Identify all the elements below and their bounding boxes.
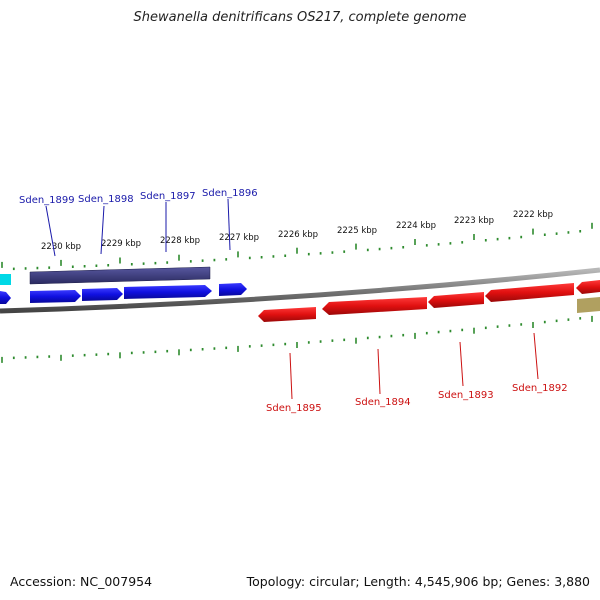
gene-forward <box>219 283 247 296</box>
gene-forward <box>30 290 81 303</box>
reverse-label-lines <box>289 332 539 400</box>
upper-ruler-ticks <box>1 222 593 271</box>
ruler-label: 2226 kbp <box>278 230 318 240</box>
gene-label-sden-1898: Sden_1898 <box>78 194 134 205</box>
reverse-gene-labels: Sden_1895 Sden_1894 Sden_1893 Sden_1892 <box>266 383 568 414</box>
genome-backbone <box>0 267 600 314</box>
ruler-label: 2228 kbp <box>160 236 200 246</box>
gene-label-sden-1899: Sden_1899 <box>19 195 75 206</box>
ruler-label: 2227 kbp <box>219 233 259 243</box>
gene-label-sden-1897: Sden_1897 <box>140 191 196 202</box>
gene-label-sden-1895: Sden_1895 <box>266 403 322 414</box>
genome-summary-text: Topology: circular; Length: 4,545,906 bp… <box>246 574 590 589</box>
gene-reverse <box>428 292 484 308</box>
ruler-label: 2222 kbp <box>513 210 553 220</box>
gene-label-sden-1896: Sden_1896 <box>202 188 258 199</box>
feature-cyan-block <box>0 274 11 285</box>
gene-label-sden-1893: Sden_1893 <box>438 390 494 401</box>
gene-reverse <box>576 280 600 294</box>
ruler-label: 2223 kbp <box>454 216 494 226</box>
genome-title: Shewanella denitrificans OS217, complete… <box>133 10 467 25</box>
ruler-label: 2225 kbp <box>337 226 377 236</box>
accession-text: Accession: NC_007954 <box>10 574 153 589</box>
forward-gene-labels: Sden_1899 Sden_1898 Sden_1897 Sden_1896 <box>19 188 258 206</box>
lower-ruler-ticks <box>1 315 593 363</box>
ruler-label: 2230 kbp <box>41 242 81 252</box>
gene-label-sden-1892: Sden_1892 <box>512 383 568 394</box>
gene-reverse <box>258 307 316 322</box>
gene-reverse <box>485 283 574 302</box>
gene-forward <box>0 291 11 304</box>
gene-reverse <box>322 297 427 315</box>
gene-label-sden-1894: Sden_1894 <box>355 397 411 408</box>
ruler-label: 2224 kbp <box>396 221 436 231</box>
ruler-labels: 2230 kbp 2229 kbp 2228 kbp 2227 kbp 2226… <box>41 210 553 252</box>
gene-forward <box>82 288 123 301</box>
feature-dark-band <box>29 266 211 285</box>
ruler-label: 2229 kbp <box>101 239 141 249</box>
reverse-genes <box>258 280 600 322</box>
forward-genes <box>0 283 247 304</box>
forward-label-lines <box>45 198 231 257</box>
gene-forward <box>124 285 212 299</box>
feature-olive-block <box>577 297 600 313</box>
